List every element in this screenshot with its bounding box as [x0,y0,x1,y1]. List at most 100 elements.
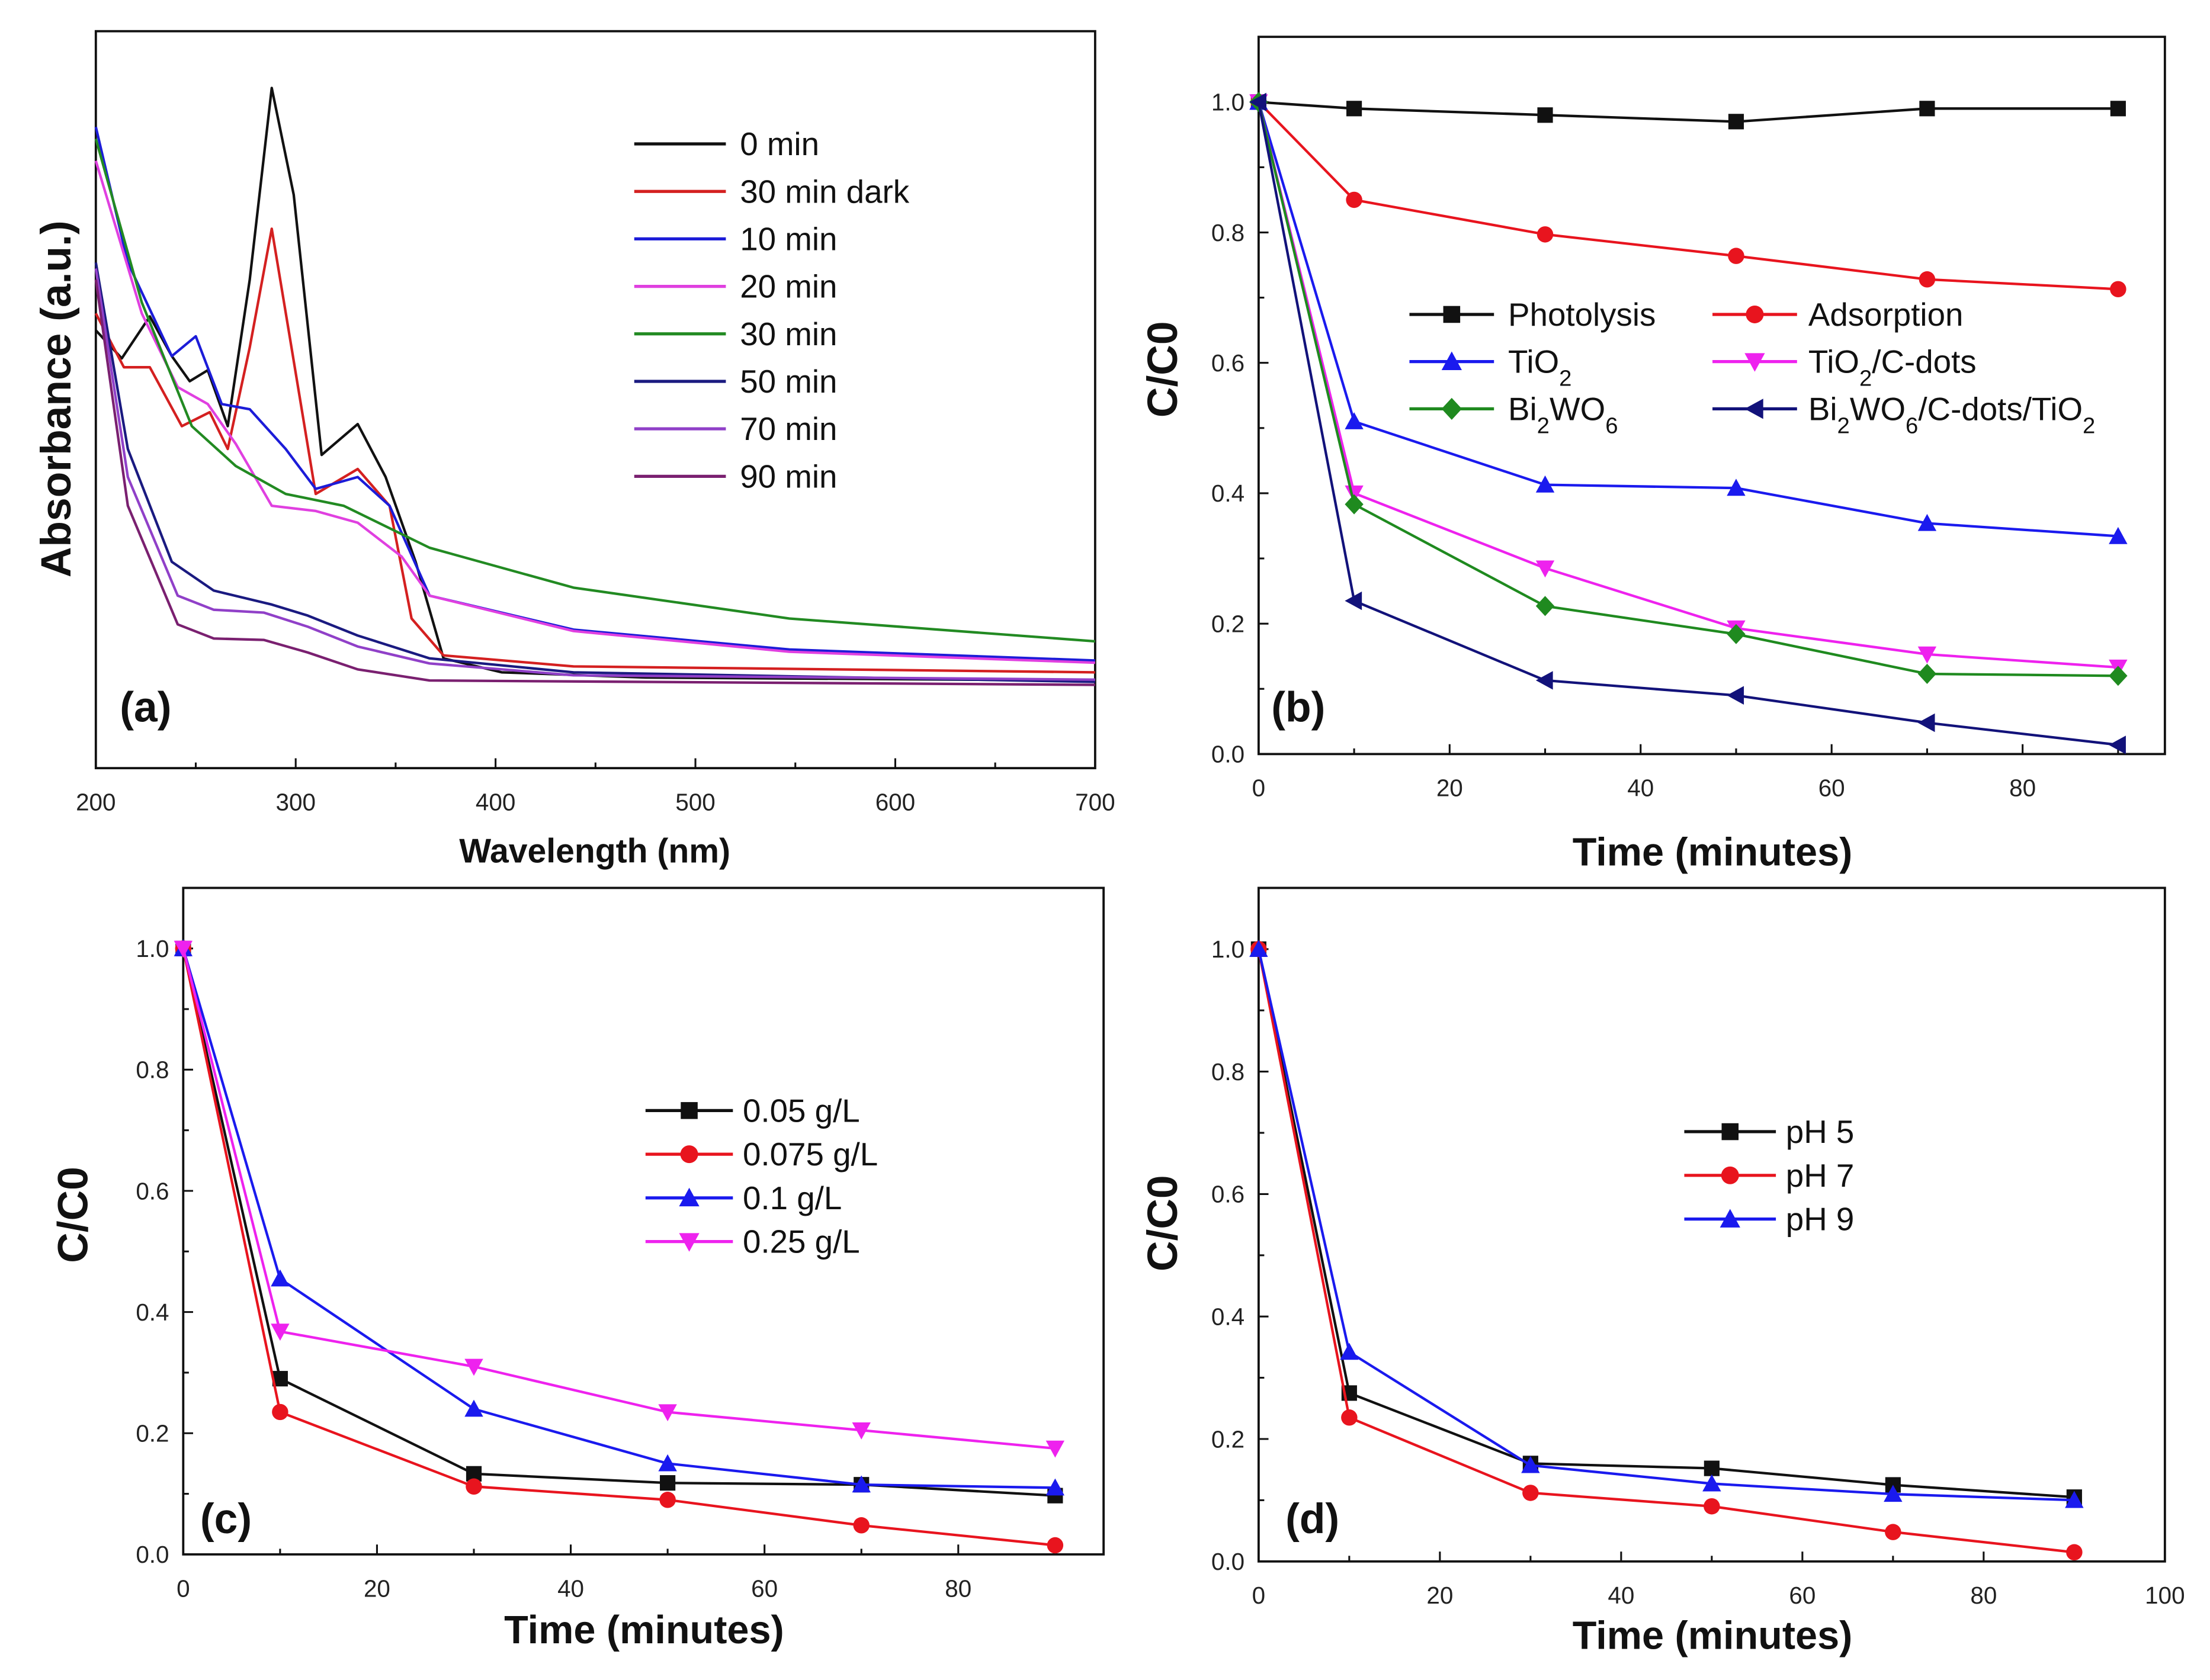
data-point [1537,226,1554,243]
x-tick-label: 80 [945,1575,971,1602]
data-point [1340,1342,1359,1360]
data-point [464,1358,483,1376]
series-line [182,948,1056,1497]
legend-label: 90 min [740,458,837,494]
x-axis-title: Time (minutes) [1573,830,1853,874]
legend-label: Photolysis [1508,296,1656,333]
data-point [1045,1478,1065,1496]
legend-label: 10 min [740,220,837,257]
series-line [182,948,1056,1450]
data-point [1917,513,1937,531]
series-bi2wo6 [1249,92,2128,686]
legend-label: 0.05 g/L [743,1092,860,1129]
y-tick-label: 0.4 [1211,480,1244,507]
data-point [1249,92,1266,112]
x-tick-label: 40 [557,1575,584,1602]
legend-entry: TiO2 [1409,343,1571,391]
legend-entry: Adsorption [1712,296,1963,333]
data-point [1047,1537,1064,1554]
legend-label: Bi2WO6/C-dots/TiO2 [1808,390,2095,438]
data-point [1045,1440,1065,1458]
data-point [1535,596,1555,616]
legend-entry: 70 min [634,410,837,447]
panel-d-ph-effect: 0 20 40 60 80 100 0.0 0.2 0.4 0.6 0.8 1.0 pH 5 pH 7 pH… [1139,886,2185,1657]
series-30-min-dark [94,227,1095,674]
series-ph-5 [1250,941,2082,1505]
legend-entry: 90 min [634,458,837,494]
y-tick-label: 0.6 [1211,349,1244,377]
data-point [1727,686,1744,705]
x-tick-label: 20 [1426,1582,1453,1609]
x-tick-label: 20 [364,1575,390,1602]
series-0-25-g-l [174,940,1065,1458]
x-tick-label: 0 [177,1575,190,1602]
series-line [1257,949,2074,1502]
data-point [1535,560,1555,578]
x-tick-label: 600 [875,789,915,816]
legend-label: 0 min [740,126,819,162]
legend-label: Bi2WO6 [1508,390,1618,438]
legend-marker [1720,1209,1740,1228]
data-point [1704,1498,1720,1515]
panel-label: (d) [1285,1495,1339,1543]
series-line [94,138,1096,643]
legend-entry: 50 min [634,363,837,400]
x-tick-label: 500 [675,789,715,816]
data-point [2066,1544,2083,1561]
y-tick-label: 0.0 [136,1541,169,1568]
legend-entry: TiO2/C-dots [1712,343,1977,391]
series-50-min [94,262,1095,683]
series-0-075-g-l [175,940,1064,1554]
y-axis-title: C/C0 [1139,321,1186,417]
data-point [271,1269,290,1287]
series-line [182,948,1056,1489]
legend-entry: 30 min dark [634,173,910,210]
data-point [1345,412,1364,429]
series-line [1258,101,2118,123]
y-axis-title: C/C0 [50,1167,97,1263]
x-tick-label: 0 [1252,1582,1266,1609]
series-ph-9 [1249,940,2084,1508]
series-line [1257,101,2118,677]
data-point [1345,494,1364,515]
data-point [1535,671,1553,690]
series-line [1257,101,2119,669]
data-point [174,940,193,958]
legend-marker [1744,353,1765,372]
data-point [1702,1474,1721,1492]
data-point [1345,591,1362,611]
legend-marker [681,1102,698,1119]
legend-marker [1721,1123,1739,1141]
legend-entry: Bi2WO6 [1409,390,1618,438]
legend-label: TiO2/C-dots [1808,343,1977,391]
data-point [1728,114,1744,130]
legend-label: pH 5 [1786,1113,1855,1150]
series-0-05-g-l [175,940,1063,1504]
legend-entry: 0.1 g/L [645,1180,842,1216]
legend-entry: Bi2WO6/C-dots/TiO2 [1712,390,2095,438]
series-line [1257,101,2119,538]
series-10-min [94,126,1095,662]
data-point [1884,1485,1903,1502]
legend-marker [1443,306,1461,323]
y-tick-label: 0.2 [1211,610,1244,637]
y-tick-label: 0.8 [136,1056,169,1084]
data-point [852,1475,871,1493]
panel-a-absorbance-spectra: 200 300 400 500 600 700 0 min 30 min dark 10 min… [33,30,1115,870]
legend-label: TiO2 [1508,343,1571,391]
data-point [2109,735,2126,754]
series-line [94,126,1095,662]
y-tick-label: 0.2 [136,1420,169,1447]
series-line [94,160,1095,664]
data-point [660,1475,676,1491]
legend-marker [1441,397,1462,420]
data-point [1704,1460,1720,1476]
x-tick-label: 300 [275,789,315,816]
legend-label: 20 min [740,268,837,305]
series-30-min [94,138,1096,643]
x-tick-label: 700 [1075,789,1115,816]
data-point [1522,1485,1539,1501]
y-tick-label: 0.6 [136,1177,169,1204]
x-tick-label: 400 [476,789,515,816]
plot-frame [1257,886,2166,1563]
